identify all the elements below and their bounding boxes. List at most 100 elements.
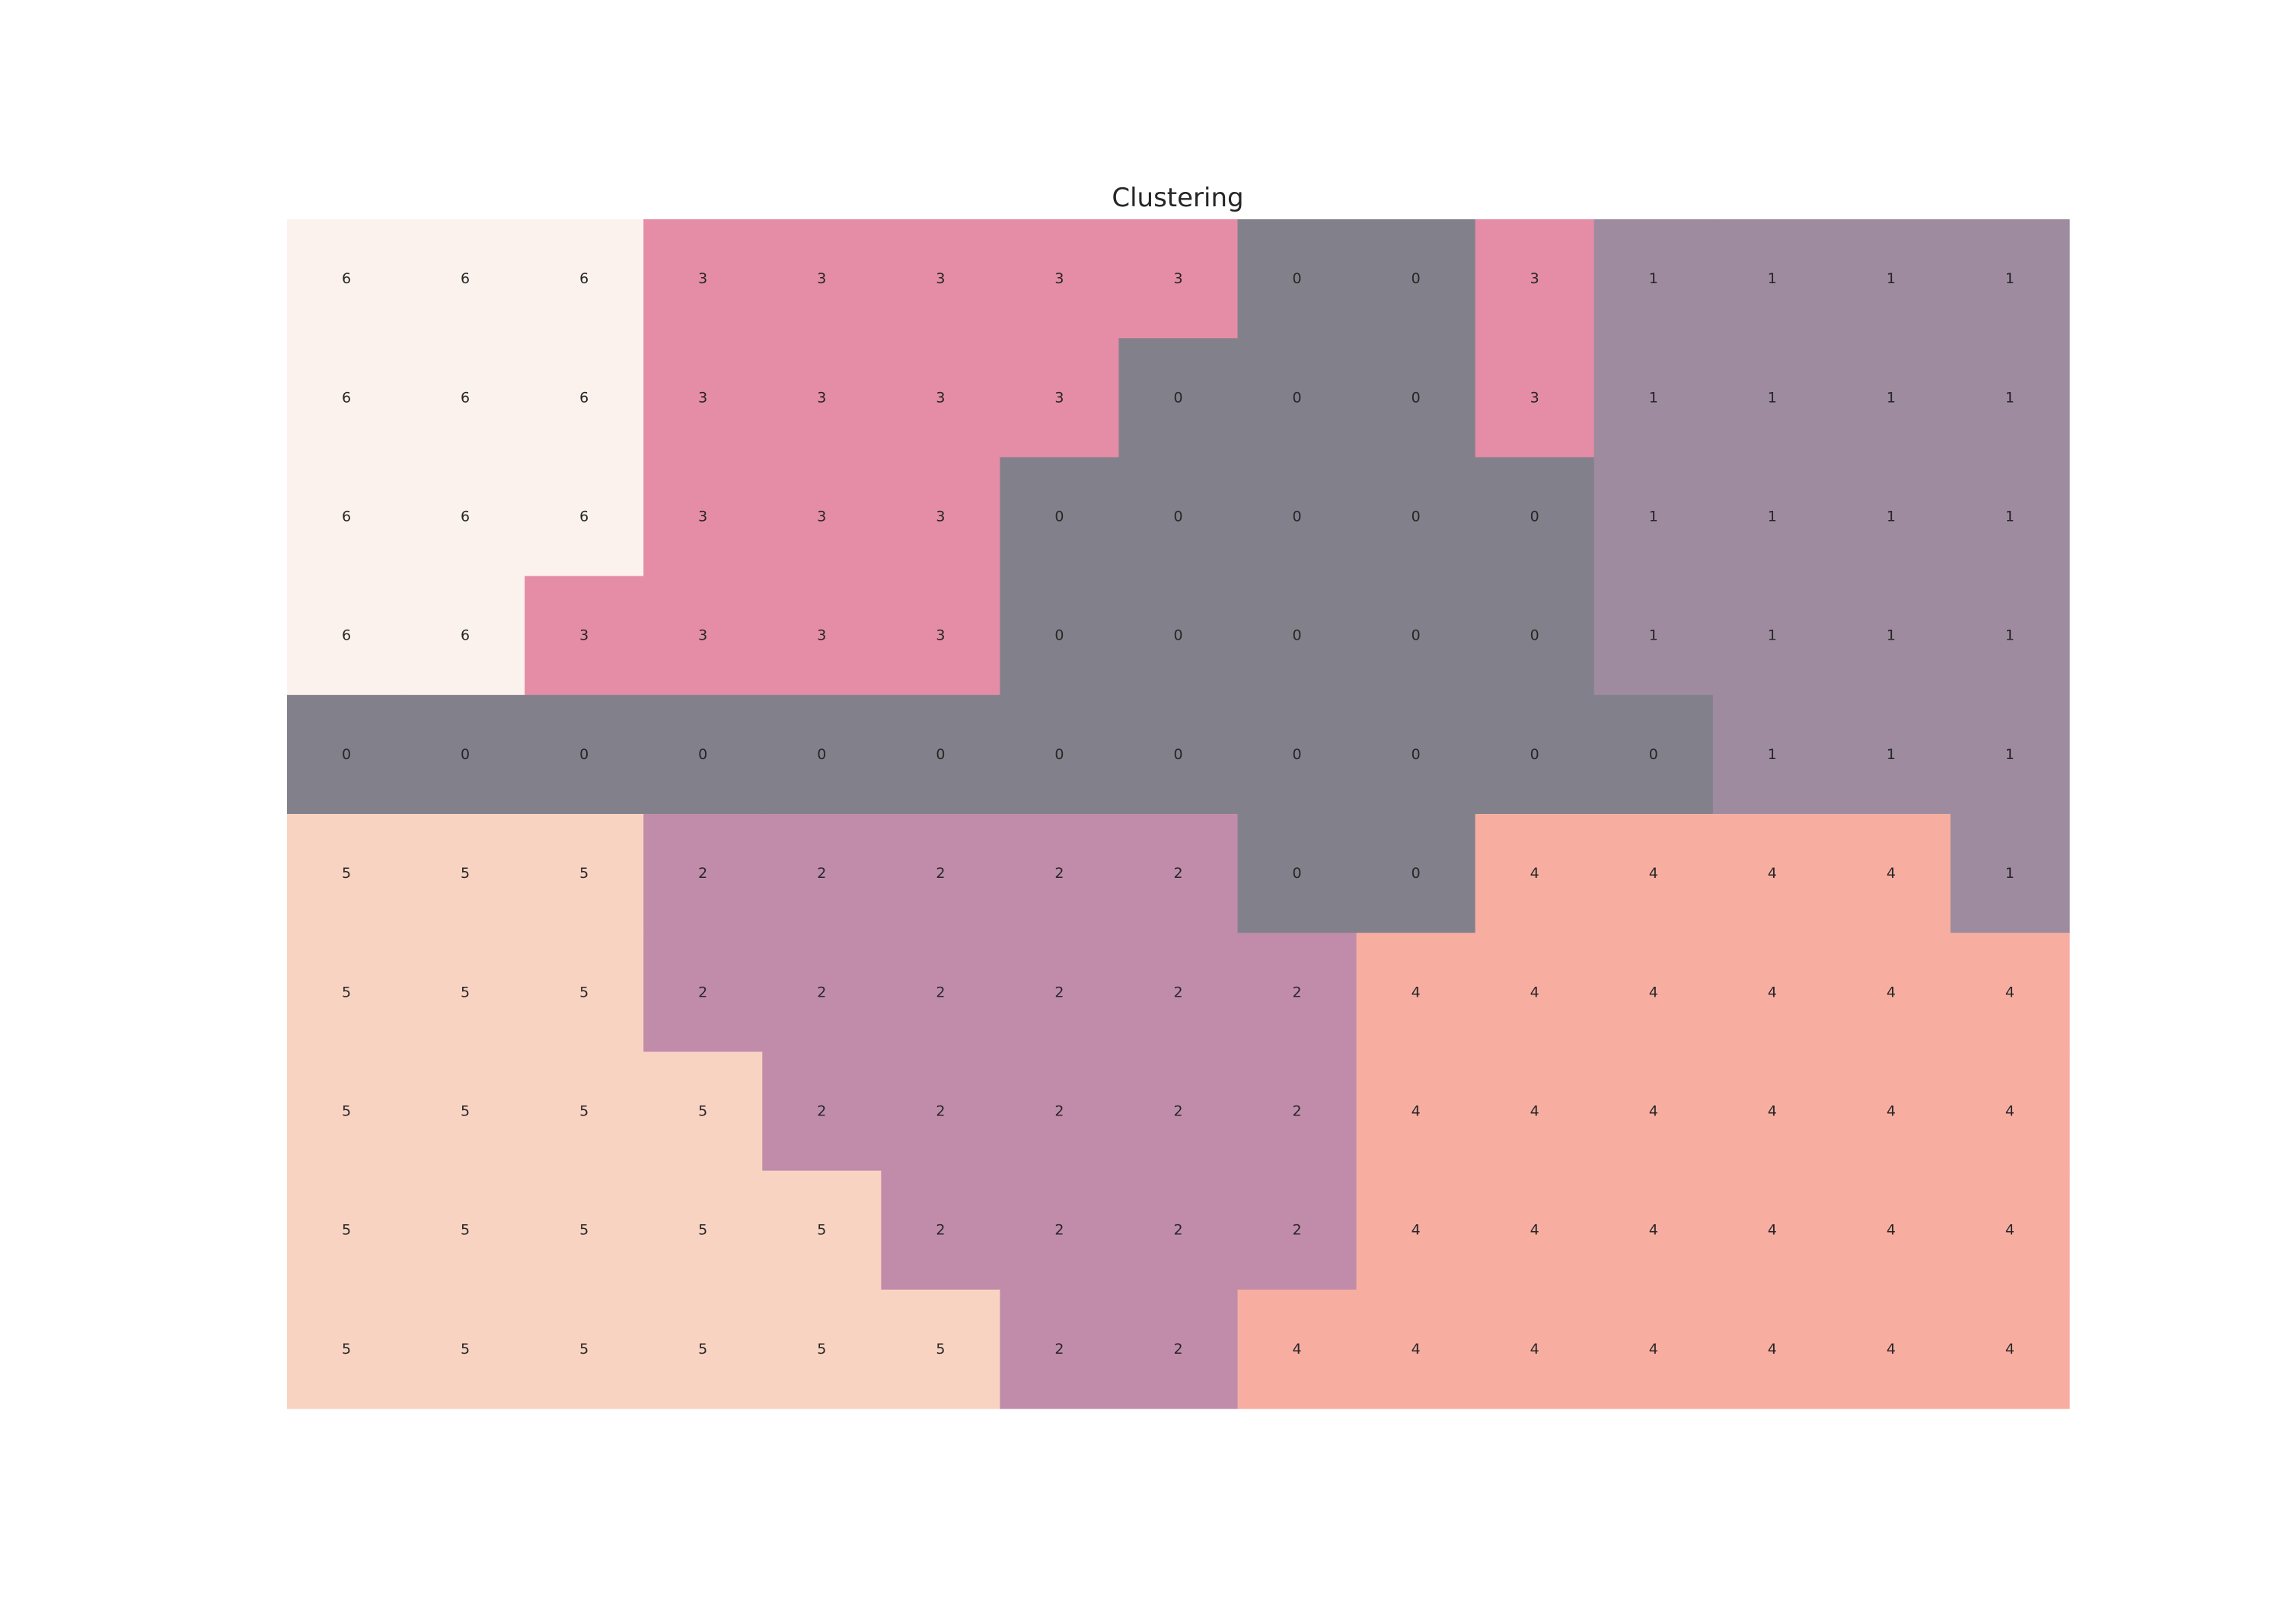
heatmap-cell-r4-c6 — [1000, 694, 1120, 815]
heatmap-cell-r0-c11 — [1593, 219, 1714, 339]
cell-label-r8-c14: 4 — [2005, 1222, 2014, 1239]
heatmap-cell-r1-c12 — [1712, 338, 1833, 458]
cell-label-r1-c6: 3 — [1054, 389, 1064, 406]
heatmap-cell-r5-c0 — [287, 814, 407, 933]
cell-label-r6-c5: 2 — [936, 984, 945, 1000]
heatmap-cell-r8-c11 — [1593, 1170, 1714, 1291]
cell-label-r2-c13: 1 — [1887, 509, 1896, 525]
cell-label-r3-c10: 0 — [1530, 627, 1539, 644]
cell-label-r0-c14: 1 — [2005, 270, 2014, 287]
heatmap-cell-r6-c5 — [881, 933, 1000, 1052]
heatmap-cell-r3-c3 — [643, 576, 763, 696]
heatmap-cell-r5-c10 — [1475, 814, 1595, 933]
cell-label-r7-c8: 2 — [1293, 1103, 1302, 1120]
cell-label-r1-c9: 0 — [1412, 389, 1421, 406]
cell-label-r1-c8: 0 — [1293, 389, 1302, 406]
cell-label-r0-c11: 1 — [1649, 270, 1658, 287]
cell-label-r1-c3: 3 — [698, 389, 707, 406]
heatmap-cell-r7-c1 — [406, 1051, 525, 1172]
cell-label-r7-c14: 4 — [2005, 1103, 2014, 1120]
heatmap-cell-r1-c14 — [1950, 338, 2070, 458]
heatmap-cell-r3-c10 — [1475, 576, 1595, 696]
heatmap-cell-r8-c3 — [643, 1170, 763, 1291]
cell-label-r4-c1: 0 — [461, 746, 470, 763]
heatmap-cell-r9-c11 — [1593, 1289, 1714, 1409]
heatmap-cell-r2-c12 — [1712, 457, 1833, 577]
cell-label-r1-c5: 3 — [936, 389, 945, 406]
heatmap-cell-r1-c5 — [881, 338, 1000, 458]
heatmap-cell-r9-c14 — [1950, 1289, 2070, 1409]
heatmap-cell-r8-c5 — [881, 1170, 1000, 1291]
heatmap-cell-r0-c4 — [762, 219, 882, 339]
cell-label-r8-c1: 5 — [461, 1222, 470, 1239]
heatmap-cell-r4-c10 — [1475, 694, 1595, 815]
heatmap-cell-r9-c4 — [762, 1289, 882, 1409]
heatmap-cell-r9-c5 — [881, 1289, 1000, 1409]
cell-label-r3-c9: 0 — [1412, 627, 1421, 644]
cell-label-r5-c1: 5 — [461, 865, 470, 882]
cell-label-r8-c5: 2 — [936, 1222, 945, 1239]
cell-label-r5-c3: 2 — [698, 865, 707, 882]
heatmap-cell-r5-c3 — [643, 814, 763, 933]
cell-label-r0-c3: 3 — [698, 270, 707, 287]
cell-label-r4-c12: 1 — [1768, 746, 1777, 763]
heatmap-cell-r3-c11 — [1593, 576, 1714, 696]
heatmap-cell-r9-c8 — [1237, 1289, 1357, 1409]
heatmap-cell-r7-c6 — [1000, 1051, 1120, 1172]
heatmap-cell-r4-c14 — [1950, 694, 2070, 815]
cell-label-r2-c2: 6 — [579, 509, 589, 525]
cell-label-r4-c2: 0 — [579, 746, 589, 763]
heatmap-cell-r1-c10 — [1475, 338, 1595, 458]
heatmap-cell-r7-c10 — [1475, 1051, 1595, 1172]
cell-label-r2-c3: 3 — [698, 509, 707, 525]
cell-label-r6-c3: 2 — [698, 984, 707, 1000]
cell-label-r8-c7: 2 — [1173, 1222, 1182, 1239]
cell-label-r5-c7: 2 — [1173, 865, 1182, 882]
cell-label-r8-c4: 5 — [817, 1222, 826, 1239]
cell-label-r7-c13: 4 — [1887, 1103, 1896, 1120]
cell-label-r6-c9: 4 — [1412, 984, 1421, 1000]
heatmap-cell-r8-c9 — [1356, 1170, 1476, 1291]
heatmap-cell-r0-c3 — [643, 219, 763, 339]
cell-label-r1-c14: 1 — [2005, 389, 2014, 406]
heatmap-cell-r7-c9 — [1356, 1051, 1476, 1172]
cell-label-r6-c10: 4 — [1530, 984, 1539, 1000]
heatmap-cell-r6-c3 — [643, 933, 763, 1052]
cell-label-r7-c2: 5 — [579, 1103, 589, 1120]
cell-label-r5-c0: 5 — [342, 865, 351, 882]
cell-label-r4-c6: 0 — [1054, 746, 1064, 763]
heatmap-cell-r8-c6 — [1000, 1170, 1120, 1291]
cell-label-r6-c12: 4 — [1768, 984, 1777, 1000]
heatmap-cell-r8-c14 — [1950, 1170, 2070, 1291]
cell-label-r5-c12: 4 — [1768, 865, 1777, 882]
cell-label-r0-c0: 6 — [342, 270, 351, 287]
cell-label-r9-c6: 2 — [1054, 1341, 1064, 1358]
heatmap-cell-r7-c13 — [1831, 1051, 1951, 1172]
heatmap-cell-r4-c0 — [287, 694, 407, 815]
cell-label-r2-c11: 1 — [1649, 509, 1658, 525]
heatmap-cell-r6-c0 — [287, 933, 407, 1052]
heatmap-cell-r9-c1 — [406, 1289, 525, 1409]
heatmap-cell-r1-c7 — [1118, 338, 1239, 458]
heatmap-cell-r3-c1 — [406, 576, 525, 696]
heatmap-cell-r3-c0 — [287, 576, 407, 696]
heatmap-cell-r6-c6 — [1000, 933, 1120, 1052]
heatmap-cell-r1-c6 — [1000, 338, 1120, 458]
cell-label-r9-c9: 4 — [1412, 1341, 1421, 1358]
heatmap-cell-r4-c5 — [881, 694, 1000, 815]
chart-title: Clustering — [1112, 183, 1244, 213]
cell-label-r0-c13: 1 — [1887, 270, 1896, 287]
heatmap-cell-r3-c14 — [1950, 576, 2070, 696]
heatmap-cell-r5-c14 — [1950, 814, 2070, 933]
heatmap-cell-r4-c2 — [525, 694, 644, 815]
cell-label-r4-c5: 0 — [936, 746, 945, 763]
heatmap-cell-r3-c5 — [881, 576, 1000, 696]
cell-label-r4-c7: 0 — [1173, 746, 1182, 763]
heatmap-cell-r8-c12 — [1712, 1170, 1833, 1291]
cell-label-r9-c8: 4 — [1293, 1341, 1302, 1358]
heatmap-cell-r7-c14 — [1950, 1051, 2070, 1172]
cell-label-r7-c6: 2 — [1054, 1103, 1064, 1120]
heatmap-cell-r0-c14 — [1950, 219, 2070, 339]
heatmap-cell-r4-c7 — [1118, 694, 1239, 815]
heatmap-cell-r5-c9 — [1356, 814, 1476, 933]
